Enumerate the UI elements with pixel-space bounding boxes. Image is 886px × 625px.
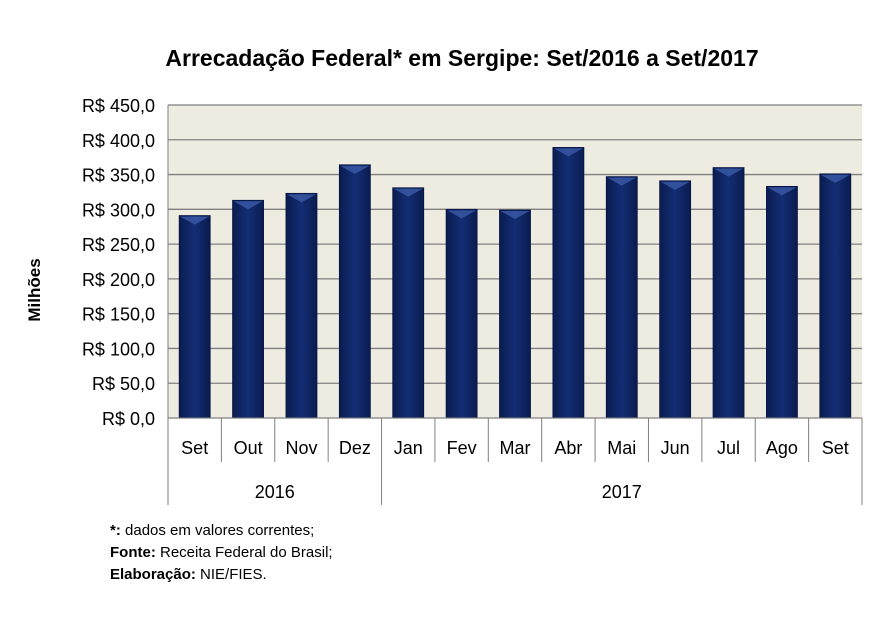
y-axis-label: Milhões (25, 258, 44, 321)
bar-bevel (607, 177, 637, 186)
bar-bevel (820, 174, 850, 183)
x-tick-label: Fev (447, 438, 477, 458)
chart-title: Arrecadação Federal* em Sergipe: Set/201… (165, 45, 758, 71)
x-tick-label: Mar (500, 438, 531, 458)
x-tick-label: Mai (607, 438, 636, 458)
y-tick-label: R$ 200,0 (82, 270, 155, 290)
note-source: Fonte: Receita Federal do Brasil; (110, 544, 333, 561)
x-tick-label: Set (822, 438, 849, 458)
note-author: Elaboração: NIE/FIES. (110, 566, 267, 583)
x-tick-label: Out (234, 438, 263, 458)
x-tick-label: Ago (766, 438, 798, 458)
bar-mar (499, 209, 531, 419)
bar-out (232, 199, 264, 419)
bar-jun (659, 180, 692, 419)
chart-notes: *: dados em valores correntes; Fonte: Re… (110, 520, 333, 586)
x-tick-label: Jun (661, 438, 690, 458)
bar-bevel (340, 165, 370, 174)
x-tick-label: Dez (339, 438, 371, 458)
y-tick-label: R$ 450,0 (82, 96, 155, 116)
bar-bevel (553, 148, 583, 157)
bar-ago (766, 185, 798, 419)
bar-bevel (660, 181, 690, 190)
bar-nov (285, 192, 318, 419)
note-values: *: dados em valores correntes; (110, 522, 315, 539)
bar-bevel (233, 201, 263, 210)
bar-jan (392, 187, 425, 419)
x-tick-label: Jul (717, 438, 740, 458)
y-tick-label: R$ 0,0 (102, 409, 155, 429)
group-label: 2017 (602, 482, 642, 502)
bar-bevel (500, 211, 530, 220)
bar-bevel (447, 210, 477, 219)
bar-bevel (767, 187, 797, 196)
y-tick-label: R$ 300,0 (82, 200, 155, 220)
bar-fev (445, 208, 478, 419)
bar-dez (338, 164, 371, 419)
bar-abr (552, 147, 585, 419)
y-tick-label: R$ 350,0 (82, 166, 155, 186)
y-tick-label: R$ 400,0 (82, 131, 155, 151)
bar-set (178, 215, 211, 419)
group-label: 2016 (255, 482, 295, 502)
x-tick-label: Abr (554, 438, 582, 458)
bar-bevel (180, 216, 210, 225)
bar-set (819, 173, 852, 419)
bar-bevel (393, 188, 423, 197)
bar-bevel (714, 168, 744, 177)
bar-jul (712, 167, 745, 419)
x-tick-label: Jan (394, 438, 423, 458)
bar-mai (605, 176, 638, 419)
x-tick-label: Nov (285, 438, 317, 458)
y-tick-label: R$ 150,0 (82, 305, 155, 325)
y-tick-label: R$ 250,0 (82, 235, 155, 255)
bar-bevel (286, 194, 316, 203)
x-tick-label: Set (181, 438, 208, 458)
y-tick-label: R$ 50,0 (92, 374, 155, 394)
y-tick-label: R$ 100,0 (82, 339, 155, 359)
